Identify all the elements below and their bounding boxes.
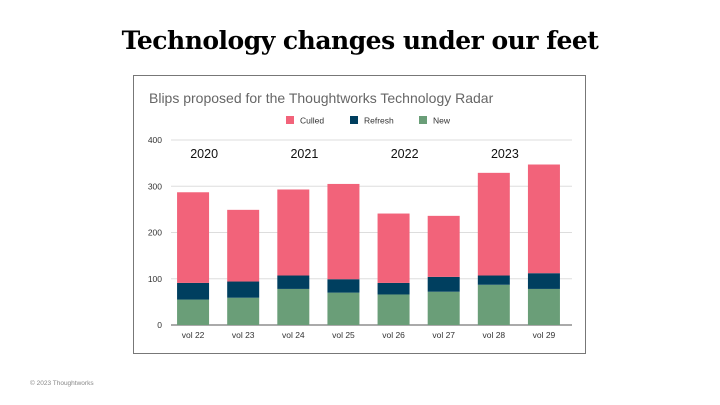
- bar-refresh: [377, 282, 410, 295]
- bar-refresh: [227, 281, 260, 298]
- chart-title: Blips proposed for the Thoughtworks Tech…: [149, 90, 494, 106]
- bar-new: [227, 297, 260, 325]
- year-annotation: 2022: [391, 147, 419, 161]
- year-annotation: 2021: [290, 147, 318, 161]
- bar-refresh: [527, 273, 560, 289]
- legend-swatch-culled: [286, 116, 294, 124]
- bar-culled: [227, 209, 260, 282]
- legend-label-refresh: Refresh: [364, 116, 394, 126]
- bar-culled: [527, 164, 560, 274]
- y-tick-label: 400: [148, 135, 162, 145]
- bar-new: [377, 294, 410, 325]
- bar-new: [427, 291, 460, 325]
- y-tick-label: 300: [148, 181, 162, 191]
- x-tick-label: vol 25: [332, 330, 355, 340]
- legend: Culled Refresh New: [286, 116, 451, 126]
- x-tick-label: vol 24: [282, 330, 305, 340]
- y-tick-label: 100: [148, 274, 162, 284]
- legend-swatch-refresh: [350, 116, 358, 124]
- x-tick-label: vol 29: [533, 330, 556, 340]
- bar-new: [527, 288, 560, 325]
- bar-refresh: [177, 282, 210, 300]
- bar-refresh: [277, 275, 310, 289]
- bar-culled: [427, 215, 460, 277]
- y-tick-label: 200: [148, 228, 162, 238]
- x-tick-label: vol 22: [182, 330, 205, 340]
- bar-new: [277, 288, 310, 325]
- year-annotation: 2023: [491, 147, 519, 161]
- bar-culled: [177, 192, 210, 283]
- bar-new: [477, 284, 510, 325]
- year-annotation: 2020: [190, 147, 218, 161]
- bar-culled: [477, 172, 510, 276]
- chart-container: Blips proposed for the Thoughtworks Tech…: [133, 75, 586, 354]
- stacked-bar-chart: Blips proposed for the Thoughtworks Tech…: [148, 90, 572, 340]
- bar-refresh: [427, 276, 460, 292]
- slide-title: Technology changes under our feet: [121, 26, 599, 55]
- legend-label-new: New: [433, 116, 451, 126]
- y-tick-label: 0: [157, 320, 162, 330]
- x-tick-label: vol 26: [382, 330, 405, 340]
- x-tick-label: vol 27: [432, 330, 455, 340]
- legend-swatch-new: [419, 116, 427, 124]
- bar-culled: [377, 213, 410, 283]
- x-tick-label: vol 28: [482, 330, 505, 340]
- bar-culled: [327, 183, 360, 280]
- bar-refresh: [477, 275, 510, 285]
- bar-new: [327, 292, 360, 325]
- footer-copyright: © 2023 Thoughtworks: [30, 380, 94, 387]
- bar-culled: [277, 189, 310, 276]
- x-tick-label: vol 23: [232, 330, 255, 340]
- legend-label-culled: Culled: [300, 116, 324, 126]
- bar-refresh: [327, 279, 360, 293]
- bar-new: [177, 299, 210, 325]
